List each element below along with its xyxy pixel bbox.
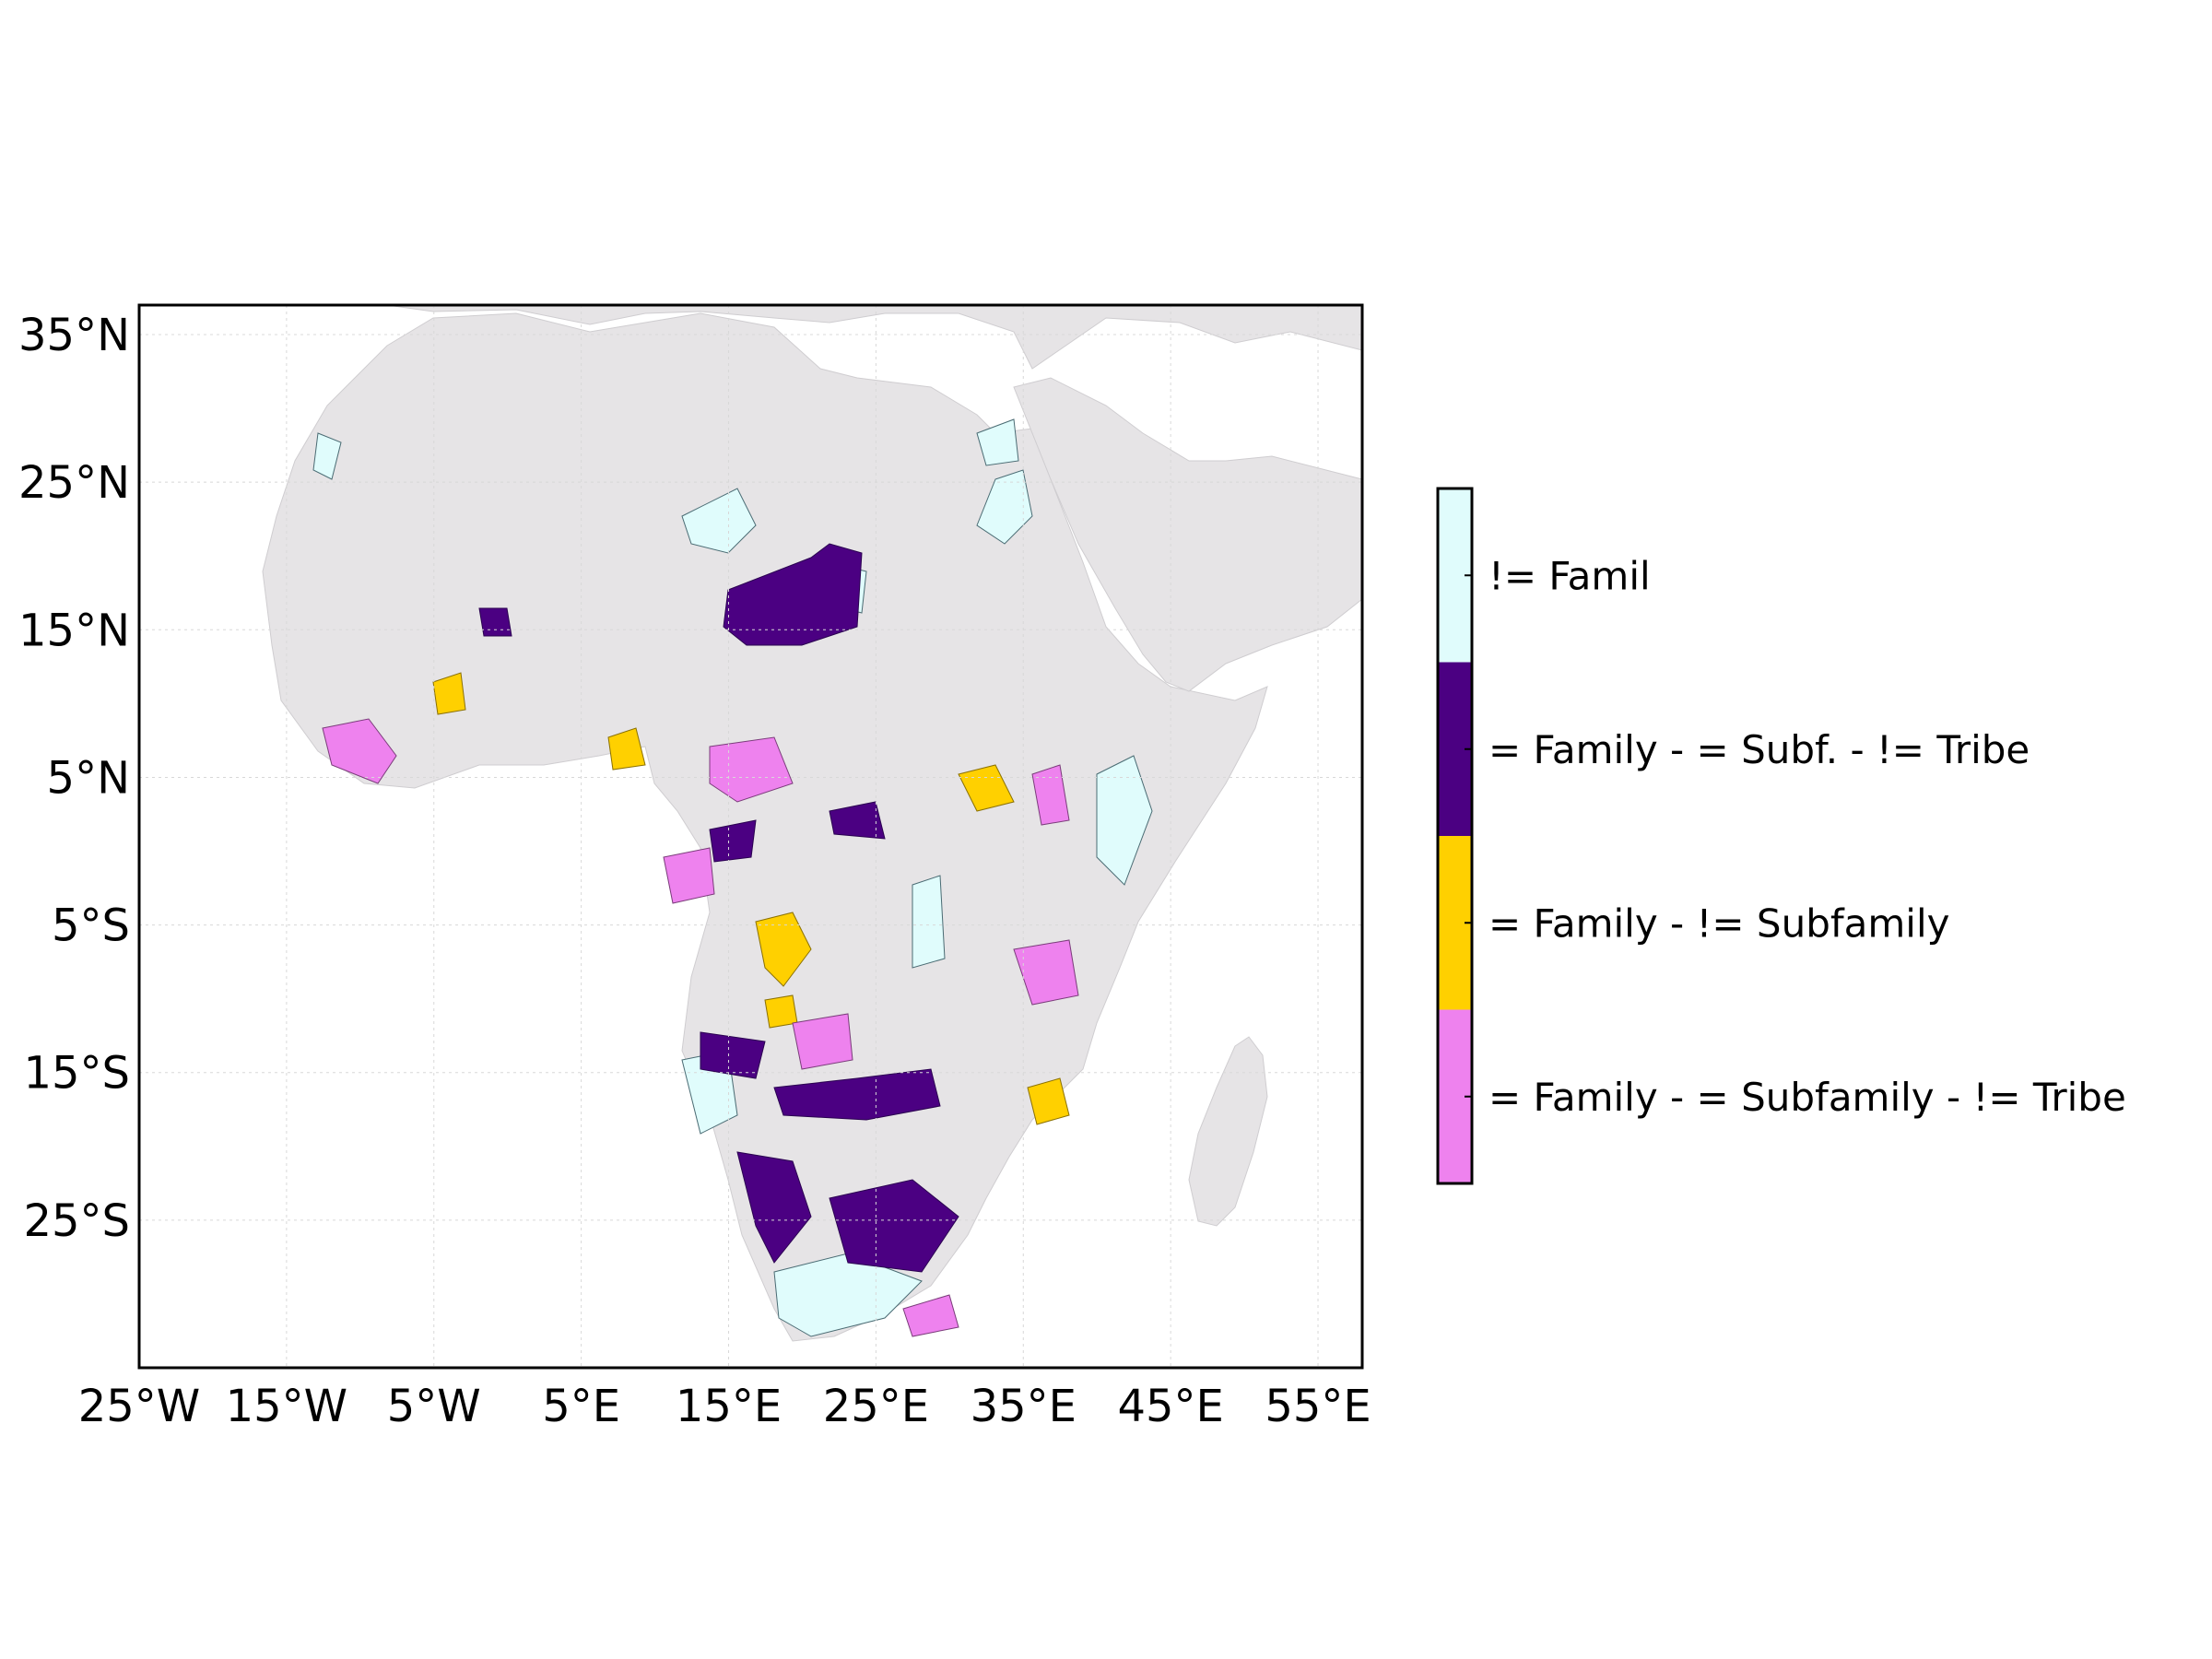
longitude-tick-label: 5°W xyxy=(387,1381,481,1432)
latitude-tick-labels: 35°N 25°N 15°N 5°N 5°S 15°S 25°S xyxy=(18,310,130,1247)
latitude-tick-label: 35°N xyxy=(18,310,130,361)
longitude-tick-label: 5°E xyxy=(542,1381,620,1432)
latitude-tick-label: 5°N xyxy=(47,752,130,804)
map-frame xyxy=(137,303,1364,1370)
arabia-land xyxy=(1013,377,1362,692)
colorbar-label: = Family - = Subf. - != Tribe xyxy=(1488,727,2030,772)
regions-not-family xyxy=(312,418,1153,1337)
longitude-tick-label: 15°W xyxy=(226,1381,348,1432)
colorbar-frame xyxy=(1436,487,1474,1185)
madagascar-land xyxy=(1188,1036,1268,1227)
regions-family-subf-tribe-dark xyxy=(478,543,959,1273)
map-panel: 25°W 15°W 5°W 5°E 15°E 25°E 35°E 45°E 55°E 35°N 2… xyxy=(18,303,1371,1432)
latitude-tick-label: 15°N xyxy=(18,605,130,656)
europe-land xyxy=(386,305,1362,370)
longitude-tick-labels: 25°W 15°W 5°W 5°E 15°E 25°E 35°E 45°E 55°E xyxy=(78,1381,1371,1432)
longitude-tick-label: 35°E xyxy=(971,1381,1077,1432)
regions-family-subfamily-diff-tribe xyxy=(322,718,1079,1337)
map-gridlines xyxy=(139,305,1362,1368)
colorbar-label: = Family - = Subfamily - != Tribe xyxy=(1488,1075,2126,1120)
latitude-tick-label: 25°N xyxy=(18,457,130,509)
colorbar-label: = Family - != Subfamily xyxy=(1488,900,1950,946)
longitude-tick-label: 25°W xyxy=(78,1381,201,1432)
longitude-tick-label: 55°E xyxy=(1265,1381,1371,1432)
colorbar-legend: != Famil = Family - = Subf. - != Tribe = F… xyxy=(1436,487,2126,1185)
latitude-tick-label: 25°S xyxy=(23,1195,130,1247)
latitude-tick-label: 15°S xyxy=(23,1048,130,1100)
colorbar-label: != Famil xyxy=(1488,553,1651,598)
longitude-tick-label: 25°E xyxy=(823,1381,929,1432)
africa-land xyxy=(262,312,1268,1342)
longitude-tick-label: 45°E xyxy=(1117,1381,1223,1432)
longitude-tick-label: 15°E xyxy=(676,1381,782,1432)
regions-family-diff-subfamily xyxy=(432,672,1070,1125)
latitude-tick-label: 5°S xyxy=(52,900,130,952)
